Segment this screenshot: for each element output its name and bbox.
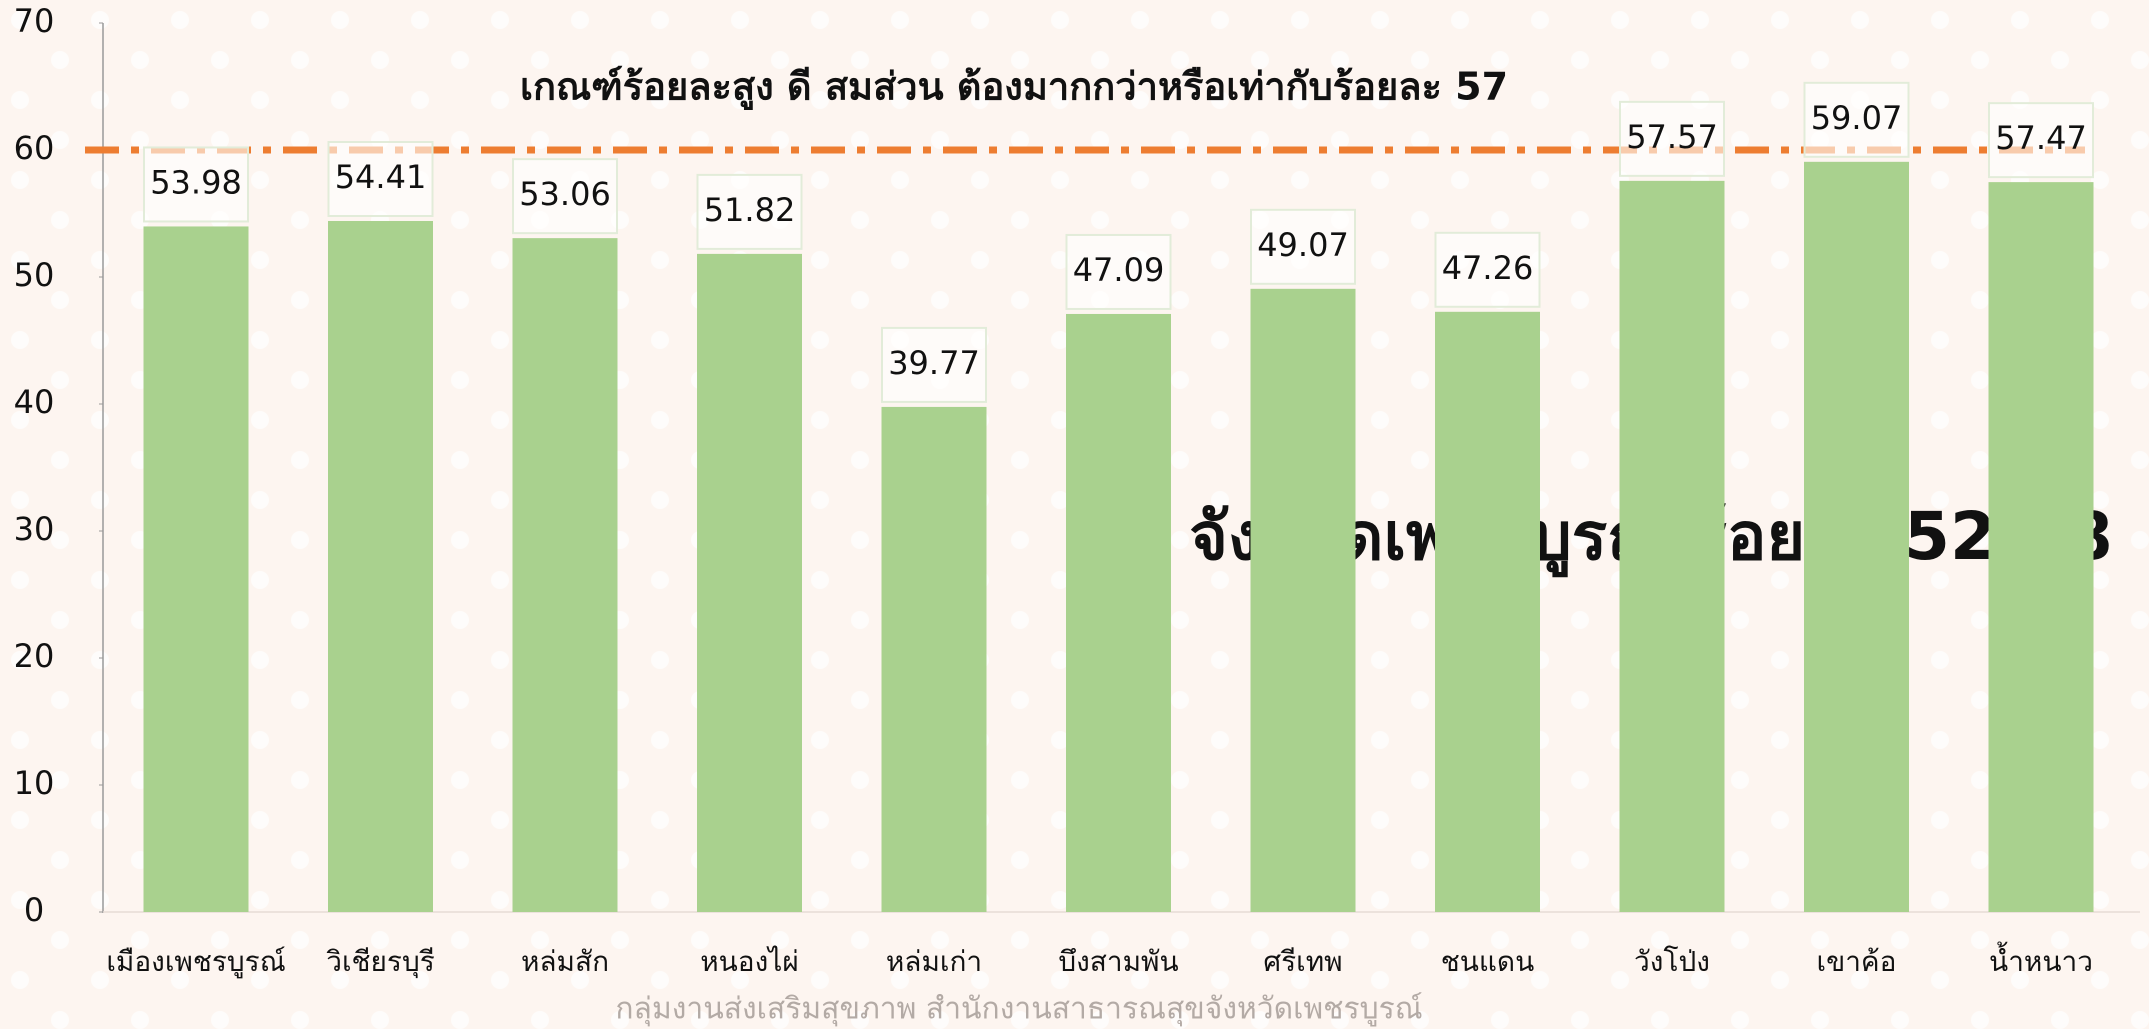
bar [1435, 312, 1540, 912]
value-label: 53.06 [519, 175, 611, 213]
value-label: 59.07 [1811, 99, 1903, 137]
value-label: 54.41 [335, 158, 427, 196]
bar [1804, 162, 1909, 912]
x-tick-label: ชนแดน [1441, 945, 1535, 978]
bar [1066, 314, 1171, 912]
x-tick-label: วังโป่ง [1634, 945, 1710, 978]
chart-title: เกณฑ์ร้อยละสูง ดี สมส่วน ต้องมากกว่าหรือ… [520, 65, 1508, 111]
x-tick-label: เมืองเพชรบูรณ์ [106, 945, 285, 979]
value-label: 57.57 [1626, 118, 1718, 156]
x-tick-label: วิเชียรบุรี [326, 945, 435, 979]
x-tick-label: เขาค้อ [1817, 945, 1897, 978]
x-tick-label: หล่มสัก [521, 945, 609, 978]
x-tick-label: หล่มเก่า [886, 945, 982, 978]
footer: กลุ่มงานส่งเสริมสุขภาพ สำนักงานสาธารณสุข… [615, 992, 1422, 1028]
x-tick-label: ศรีเทพ [1263, 945, 1342, 978]
value-label: 49.07 [1257, 226, 1349, 264]
bar [697, 254, 802, 912]
y-tick-label: 0 [24, 891, 44, 929]
y-tick-label: 10 [14, 764, 55, 802]
bar [513, 238, 618, 912]
page: เกณฑ์ร้อยละสูง ดี สมส่วน ต้องมากกว่าหรือ… [0, 0, 2149, 1029]
chart: เกณฑ์ร้อยละสูง ดี สมส่วน ต้องมากกว่าหรือ… [0, 0, 2149, 1029]
value-label: 57.47 [1995, 119, 2087, 157]
y-tick-label: 70 [14, 2, 55, 40]
value-label: 51.82 [704, 191, 796, 229]
y-tick-label: 60 [14, 129, 55, 167]
value-label: 47.26 [1442, 249, 1534, 287]
bar [328, 221, 433, 912]
value-label: 53.98 [150, 163, 242, 201]
x-tick-label: บึงสามพัน [1058, 945, 1178, 978]
y-tick-label: 20 [14, 637, 55, 675]
y-tick-label: 40 [14, 383, 55, 421]
bar [1251, 289, 1356, 912]
bar [1620, 181, 1725, 912]
bar [882, 407, 987, 912]
y-tick-label: 50 [14, 256, 55, 294]
bar [144, 226, 249, 912]
bar [1989, 182, 2094, 912]
value-label: 47.09 [1073, 251, 1165, 289]
x-tick-label: หนองไผ่ [700, 945, 799, 978]
value-label: 39.77 [888, 344, 980, 382]
y-tick-label: 30 [14, 510, 55, 548]
x-tick-label: น้ำหนาว [1989, 941, 2093, 978]
